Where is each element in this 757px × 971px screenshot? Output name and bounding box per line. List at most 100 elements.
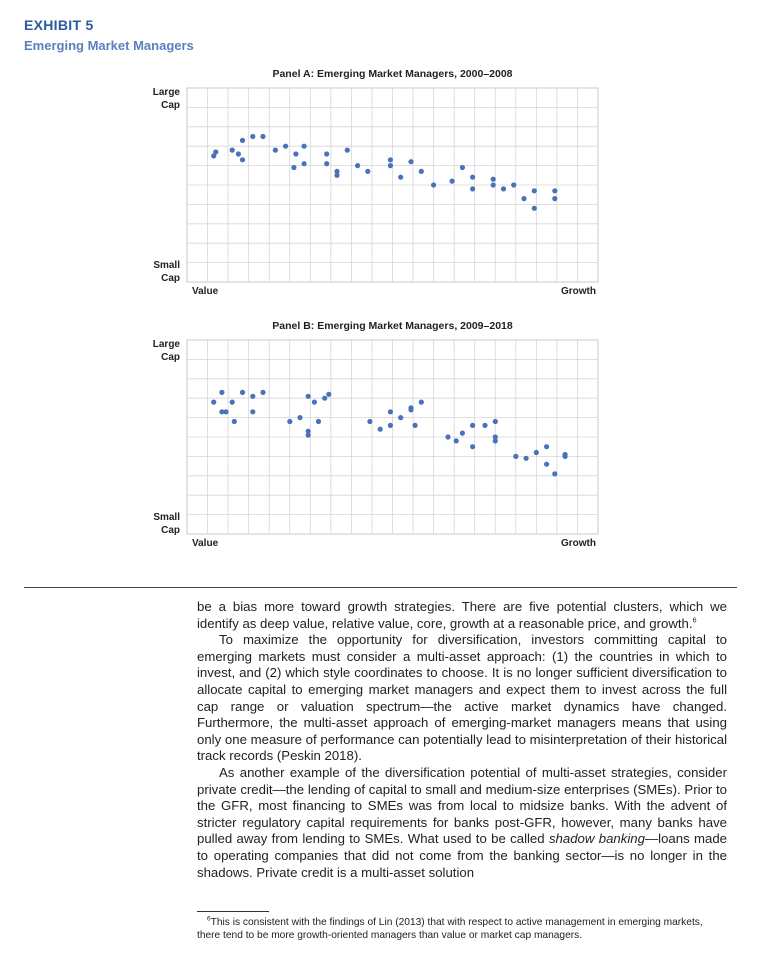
paragraph-3-text-b: —loans made to operating companies that … (197, 831, 727, 880)
panel-b-data-point (239, 389, 246, 395)
panel-b-data-point (513, 453, 519, 459)
panel-a-data-point (334, 168, 340, 174)
panel-a-data-point (250, 133, 256, 140)
panel-a-data-point (449, 178, 455, 184)
panel-a-data-point (324, 151, 330, 157)
panel-b-data-point (412, 422, 418, 428)
panel-b-data-point (219, 389, 225, 395)
panel-a-data-point (229, 147, 235, 153)
panel-a-points (211, 133, 558, 211)
panel-b-data-point (453, 438, 459, 444)
panel-b-data-point (533, 449, 539, 456)
panel-b-data-point (544, 444, 550, 450)
panel-b-data-point (223, 409, 229, 415)
panel-b-data-point (229, 399, 235, 405)
panel-a-data-point (293, 151, 299, 157)
panel-b-data-point (544, 461, 550, 467)
panel-b-data-point (287, 418, 293, 425)
panel-b-data-point (367, 418, 373, 425)
panel-a-data-point (490, 176, 496, 182)
panel-a-title: Panel A: Emerging Market Managers, 2000–… (272, 68, 512, 80)
panel-a-data-point (344, 147, 350, 153)
paragraph-2: To maximize the opportunity for diversif… (197, 632, 727, 764)
panel-a-data-point (552, 188, 558, 194)
panel-b-data-point (260, 389, 266, 395)
panel-a-data-point (531, 188, 537, 194)
panel-a-data-point (355, 163, 361, 169)
panel-b-data-point (250, 393, 256, 399)
paragraph-1-text: be a bias more toward growth strategies.… (197, 599, 727, 631)
panel-b-data-point (315, 418, 322, 425)
panel-b-data-point (552, 471, 558, 477)
panel-a-data-point (408, 159, 414, 165)
panel-a-data-point (470, 186, 476, 192)
panel-b-data-point (445, 434, 451, 440)
panel-b-data-point (297, 415, 303, 421)
panel-b-ylabel-top-2: Cap (161, 352, 180, 363)
paragraph-1: be a bias more toward growth strategies.… (197, 599, 727, 632)
panel-a-data-point (235, 151, 241, 157)
panel-a-xlabel-left: Value (192, 286, 219, 297)
panel-b-data-point (387, 422, 393, 428)
panel-a-xlabel-right: Growth (561, 286, 596, 297)
panel-a-data-point (239, 137, 246, 143)
panel-b-xlabel-left: Value (192, 538, 219, 549)
panel-b-data-point (482, 422, 488, 428)
panel-b-data-point (219, 409, 225, 415)
panel-a-data-point (213, 149, 219, 155)
panel-a-data-point (283, 143, 289, 149)
panel-b-data-point (408, 405, 414, 411)
section-divider (24, 587, 737, 588)
footnote-number: 6 (207, 915, 211, 923)
panel-b-ylabel-bottom-2: Cap (161, 525, 180, 536)
panel-a-data-point (470, 174, 476, 180)
panel-b-data-point (523, 455, 529, 461)
panel-b-data-point (250, 409, 256, 415)
panel-a-data-point (260, 133, 266, 140)
panel-a-data-point (398, 174, 404, 180)
panel-a-data-point (301, 143, 307, 149)
panel-b-data-point (470, 422, 476, 428)
panel-a-data-point (211, 153, 217, 159)
panel-b-data-point (492, 418, 498, 425)
panel-b-data-point (311, 399, 317, 405)
panel-b-data-point (492, 438, 498, 444)
panel-b-data-point (470, 444, 476, 450)
paragraph-3-emphasis: shadow banking (548, 831, 645, 847)
panel-a-data-point (531, 205, 537, 211)
panel-a-data-point (521, 196, 527, 202)
panel-a-data-point (387, 163, 393, 169)
panel-b-chart: Panel B: Emerging Market Managers, 2009–… (153, 320, 599, 549)
panel-b-data-point (398, 415, 404, 421)
panel-a-ylabel-top-1: Large (153, 87, 181, 98)
panel-b-data-point (492, 434, 498, 440)
panel-a-data-point (291, 164, 297, 171)
panel-a-data-point (334, 172, 340, 178)
footnote-ref[interactable]: 6 (692, 617, 697, 625)
panel-a-data-point (431, 182, 437, 188)
panel-a-data-point (387, 157, 393, 163)
panel-b-data-point (305, 393, 311, 399)
panel-b-ylabel-top-1: Large (153, 339, 181, 350)
panel-a-ylabel-bottom-1: Small (153, 260, 180, 271)
panel-a-data-point (365, 168, 371, 174)
panel-a-chart: Panel A: Emerging Market Managers, 2000–… (153, 68, 599, 297)
exhibit-label: EXHIBIT 5 (24, 17, 94, 33)
footnote: 6This is consistent with the findings of… (197, 916, 727, 943)
body-text: be a bias more toward growth strategies.… (197, 599, 727, 881)
footnote-text: This is consistent with the findings of … (197, 917, 703, 942)
panel-b-data-point (387, 409, 393, 415)
panel-a-data-point (511, 182, 517, 188)
panel-a-data-point (459, 164, 465, 171)
panel-b-data-point (231, 418, 237, 425)
paragraph-3: As another example of the diversificatio… (197, 765, 727, 881)
panel-b-data-point (418, 399, 424, 405)
panel-a-data-point (301, 161, 307, 167)
panel-a-data-point (418, 168, 424, 174)
panel-b-title: Panel B: Emerging Market Managers, 2009–… (272, 320, 513, 332)
panel-b-data-point (322, 395, 328, 401)
panel-b-data-point (305, 428, 311, 434)
footnote-divider (197, 911, 269, 912)
panel-b-xlabel-right: Growth (561, 538, 596, 549)
panel-a-data-point (490, 182, 496, 188)
